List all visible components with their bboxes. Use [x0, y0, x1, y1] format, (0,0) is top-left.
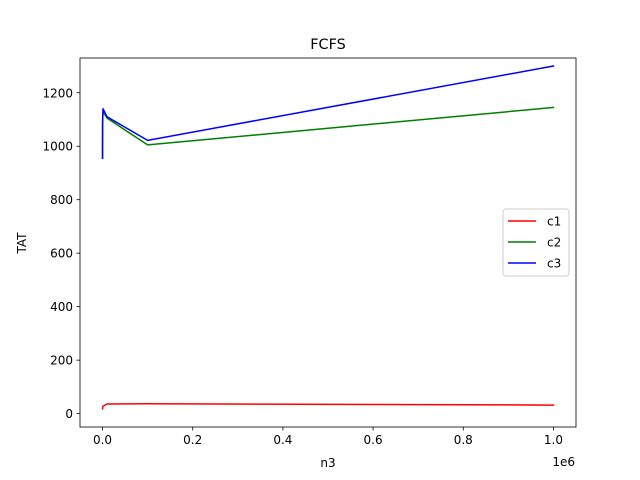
y-axis-label: TAT — [15, 232, 29, 255]
x-axis-label: n3 — [320, 456, 335, 470]
y-tick-label: 600 — [50, 247, 73, 261]
legend: c1 c2 c3 — [502, 208, 570, 277]
x-tick-label: 1.0 — [544, 433, 563, 447]
x-tick-label: 0.2 — [183, 433, 202, 447]
x-axis: 0.0 0.2 0.4 0.6 0.8 1.0 — [93, 427, 563, 447]
y-tick-label: 1200 — [42, 86, 73, 100]
series-group — [101, 65, 555, 410]
x-tick-label: 0.8 — [454, 433, 473, 447]
series-line-c1 — [101, 402, 555, 410]
y-tick-label: 400 — [50, 300, 73, 314]
series-line-c3 — [101, 65, 555, 160]
y-axis: 0 200 400 600 800 1000 1200 — [42, 86, 80, 421]
y-tick-label: 0 — [65, 407, 73, 421]
plot-frame — [79, 57, 577, 428]
chart-title: FCFS — [310, 37, 346, 53]
plot-area — [80, 58, 576, 427]
x-tick-label: 0.6 — [364, 433, 383, 447]
legend-label-c3: c3 — [547, 257, 561, 271]
y-tick-label: 1000 — [42, 140, 73, 154]
plot-background — [80, 58, 576, 427]
x-tick-label: 0.0 — [93, 433, 112, 447]
x-axis-offset-label: 1e6 — [552, 455, 575, 469]
y-tick-label: 200 — [50, 354, 73, 368]
legend-label-c2: c2 — [547, 236, 561, 250]
x-tick-label: 0.4 — [273, 433, 292, 447]
legend-label-c1: c1 — [547, 215, 561, 229]
y-tick-label: 800 — [50, 193, 73, 207]
